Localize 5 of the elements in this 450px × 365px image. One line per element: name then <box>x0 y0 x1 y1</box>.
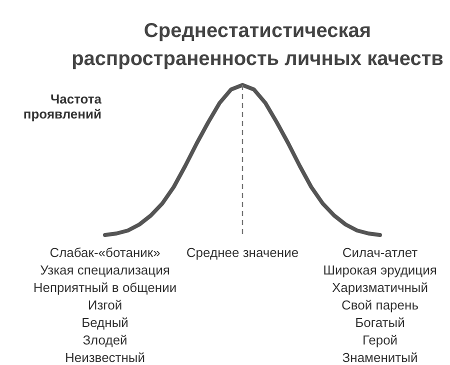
text: Силач-атлет Широкая эрудиция Харизматичный Свой парень Богатый Герой Знаменитый <box>323 245 437 365</box>
text: Среднее значение <box>186 245 299 260</box>
text: Слабак-«ботаник» Узкая специализация Неприятный в общении Изгой Бедный Злодей Неизвестный <box>33 245 177 365</box>
chart-title: Среднестатистическая распространенность личных качеств <box>72 20 444 70</box>
y-axis-title: Частота проявлений <box>23 92 102 122</box>
